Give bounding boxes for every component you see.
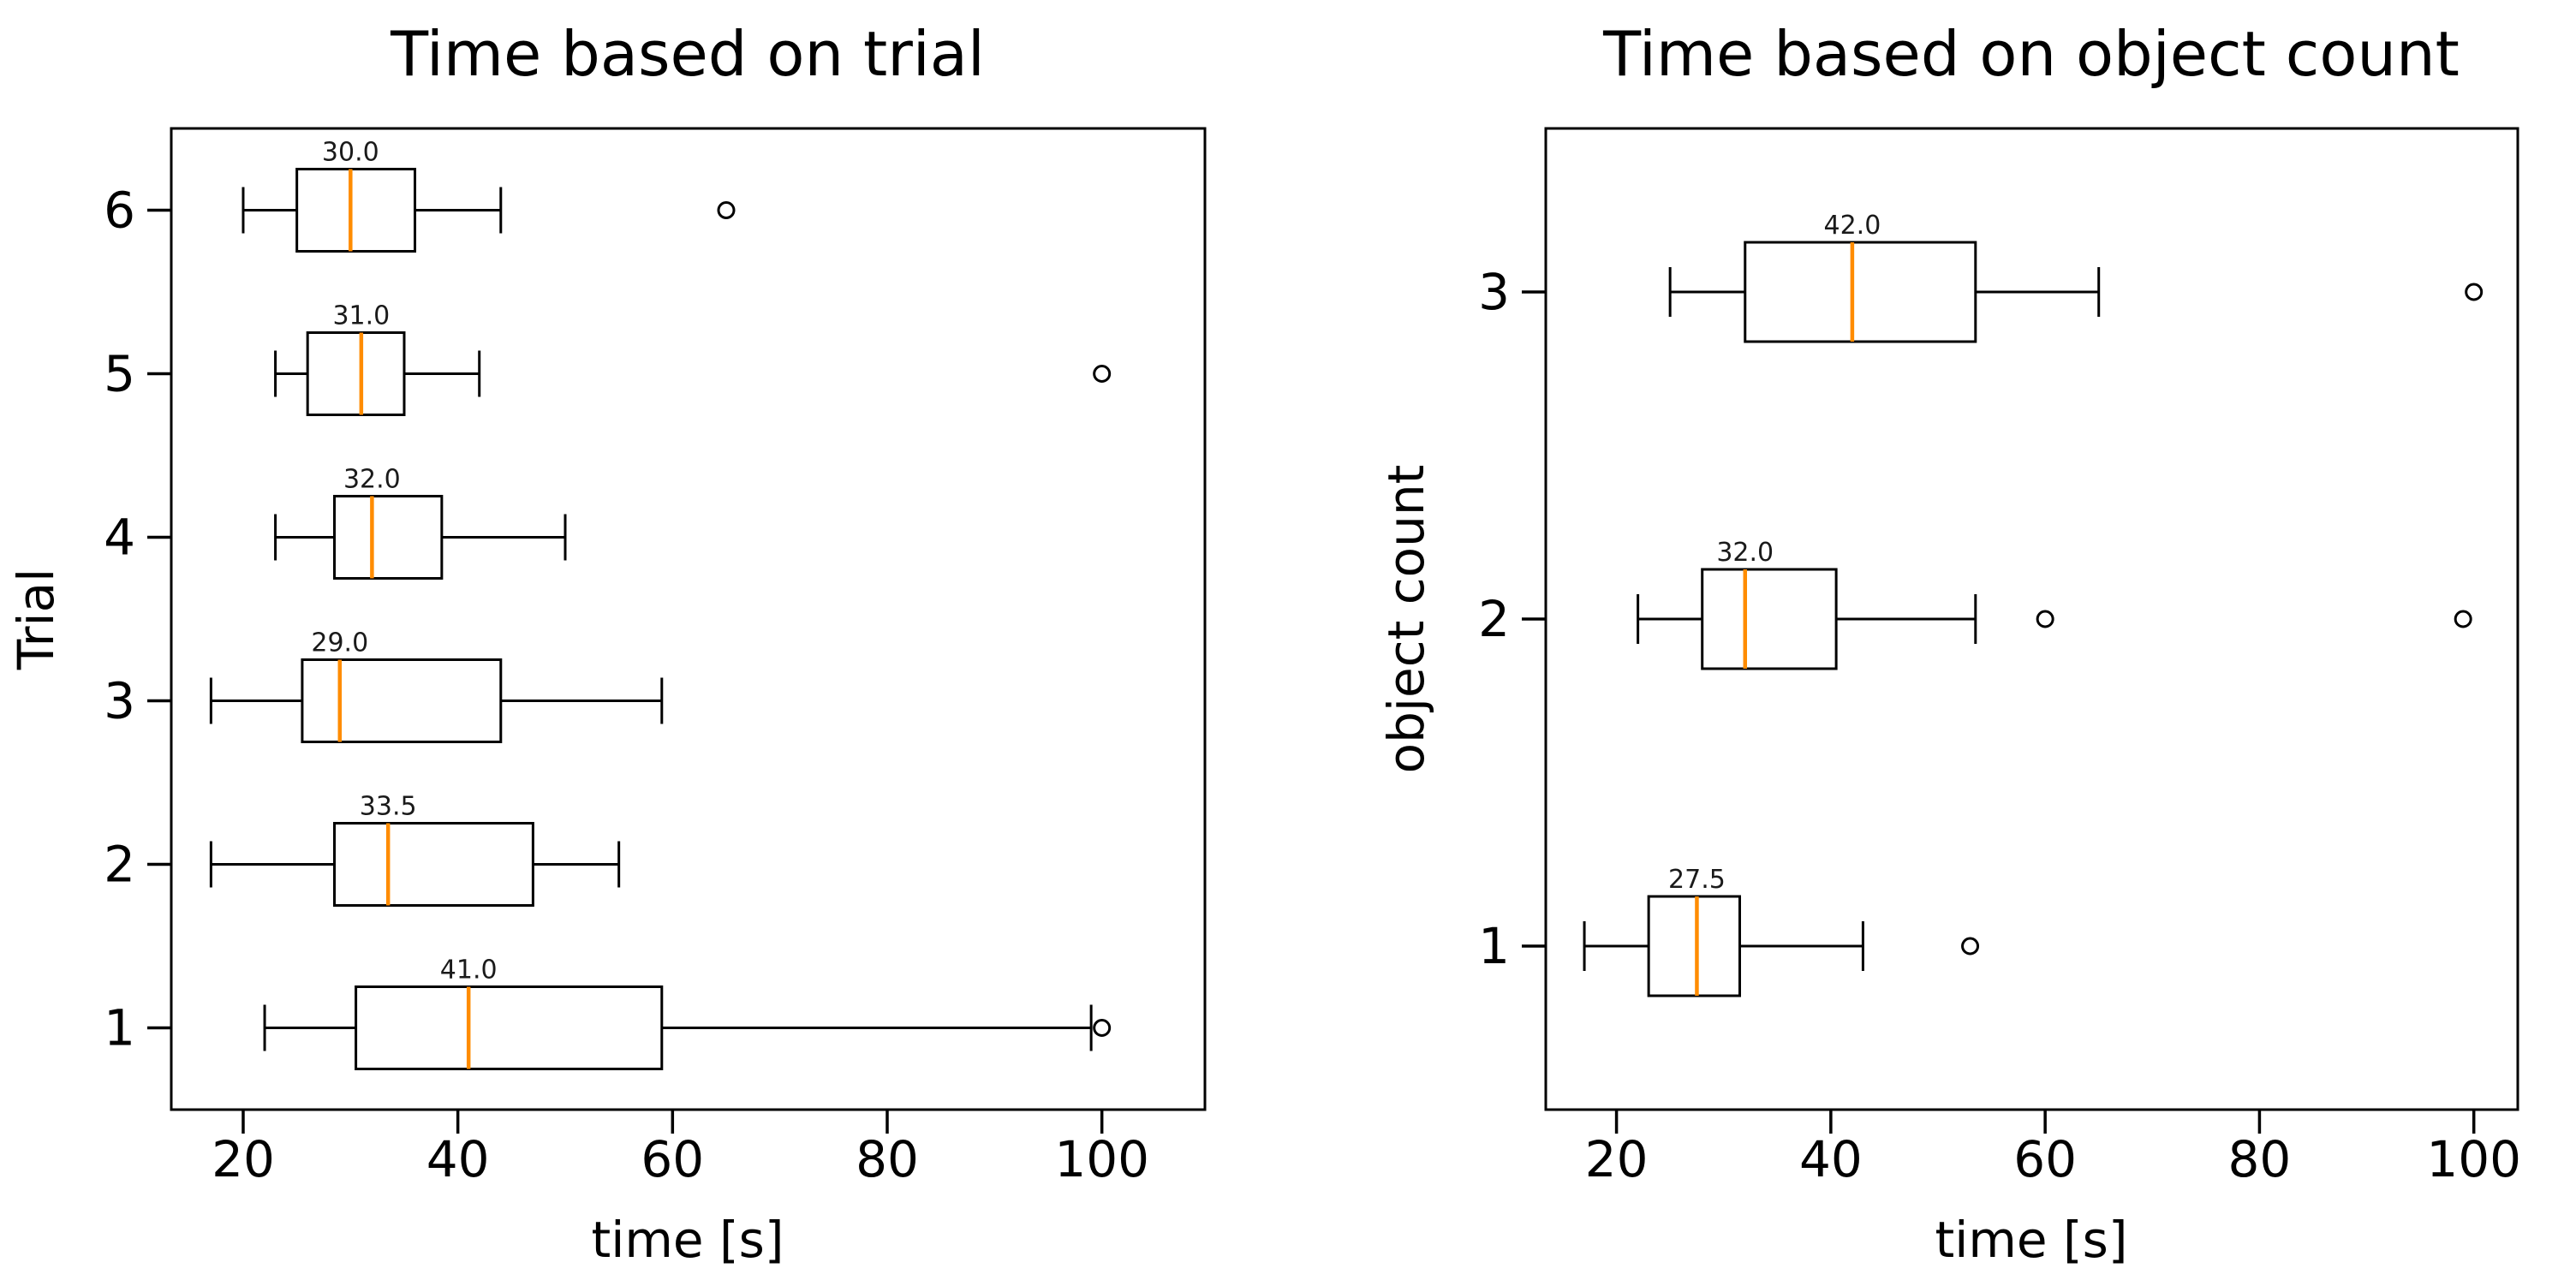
box: [333, 495, 444, 580]
median-annotation: 29.0: [311, 628, 368, 658]
y-axis-label: object count: [1377, 465, 1435, 774]
y-tick-label: 1: [104, 999, 135, 1057]
y-axis-label: Trial: [7, 569, 65, 671]
median-annotation: 42.0: [1823, 211, 1881, 241]
median-annotation: 32.0: [1716, 538, 1774, 568]
x-tick-label: 80: [2228, 1130, 2292, 1188]
outlier-point: [2465, 283, 2484, 301]
x-tick-label: 60: [641, 1130, 704, 1188]
median-annotation: 33.5: [360, 792, 417, 822]
y-tick-label: 4: [104, 509, 135, 567]
median-annotation: 30.0: [322, 138, 379, 168]
box-row-1: 27.5: [1583, 865, 1980, 997]
box-row-2: 32.0: [1637, 538, 2472, 670]
box: [301, 658, 503, 743]
y-tick-label: 6: [104, 182, 135, 240]
outlier-point: [2454, 610, 2472, 628]
median-annotation: 31.0: [332, 301, 390, 331]
box: [1744, 241, 1977, 343]
box-row-6: 30.0: [242, 138, 736, 253]
outlier-point: [1093, 1019, 1112, 1037]
panel-object-count: Time based on object count time [s] obje…: [1377, 18, 2521, 1269]
y-tick-label: 2: [104, 836, 135, 894]
y-tick-label: 1: [1478, 917, 1510, 975]
box-row-5: 31.0: [274, 301, 1112, 416]
median-annotation: 41.0: [440, 956, 498, 985]
outlier-point: [717, 201, 736, 219]
outlier-point: [2036, 610, 2054, 628]
box: [1701, 568, 1838, 670]
x-tick-label: 20: [212, 1130, 275, 1188]
x-tick-label: 20: [1585, 1130, 1649, 1188]
y-tick-label: 2: [1478, 590, 1510, 648]
plot-title: Time based on object count: [1602, 18, 2460, 90]
y-tick-label: 3: [1478, 263, 1510, 321]
box: [1647, 895, 1741, 997]
box: [355, 985, 664, 1070]
median-annotation: 27.5: [1668, 865, 1726, 895]
outlier-point: [1093, 365, 1112, 383]
x-tick-label: 40: [426, 1130, 490, 1188]
box: [306, 331, 406, 416]
axes-frame: [170, 127, 1207, 1111]
x-axis-label: time [s]: [1935, 1211, 2128, 1269]
x-tick-label: 80: [856, 1130, 919, 1188]
box-row-3: 42.0: [1668, 211, 2484, 343]
plot-title: Time based on trial: [390, 18, 985, 90]
y-tick-label: 3: [104, 672, 135, 730]
boxplot-area: 20 40 60 80 100 3 42.0 2 32.0 1 27.5: [1478, 127, 2521, 1188]
panel-trial: Time based on trial time [s] Trial 20 40 6…: [7, 18, 1207, 1269]
x-tick-label: 100: [1054, 1130, 1149, 1188]
box-row-3: 29.0: [209, 628, 664, 743]
median-annotation: 32.0: [343, 465, 401, 495]
x-tick-label: 60: [2013, 1130, 2077, 1188]
x-tick-label: 100: [2426, 1130, 2521, 1188]
y-tick-label: 5: [104, 345, 135, 403]
box: [333, 822, 534, 907]
boxplot-area: 20 40 60 80 100 6 30.0 5 31.0 4 32.0 3 29.0 2 33.5 1 41.…: [104, 127, 1207, 1188]
outlier-point: [1961, 937, 1980, 956]
x-tick-label: 40: [1799, 1130, 1863, 1188]
box: [295, 168, 417, 253]
box-row-4: 32.0: [274, 465, 567, 580]
box-row-2: 33.5: [209, 792, 621, 907]
box-row-1: 41.0: [263, 956, 1112, 1070]
x-axis-label: time [s]: [592, 1211, 784, 1269]
